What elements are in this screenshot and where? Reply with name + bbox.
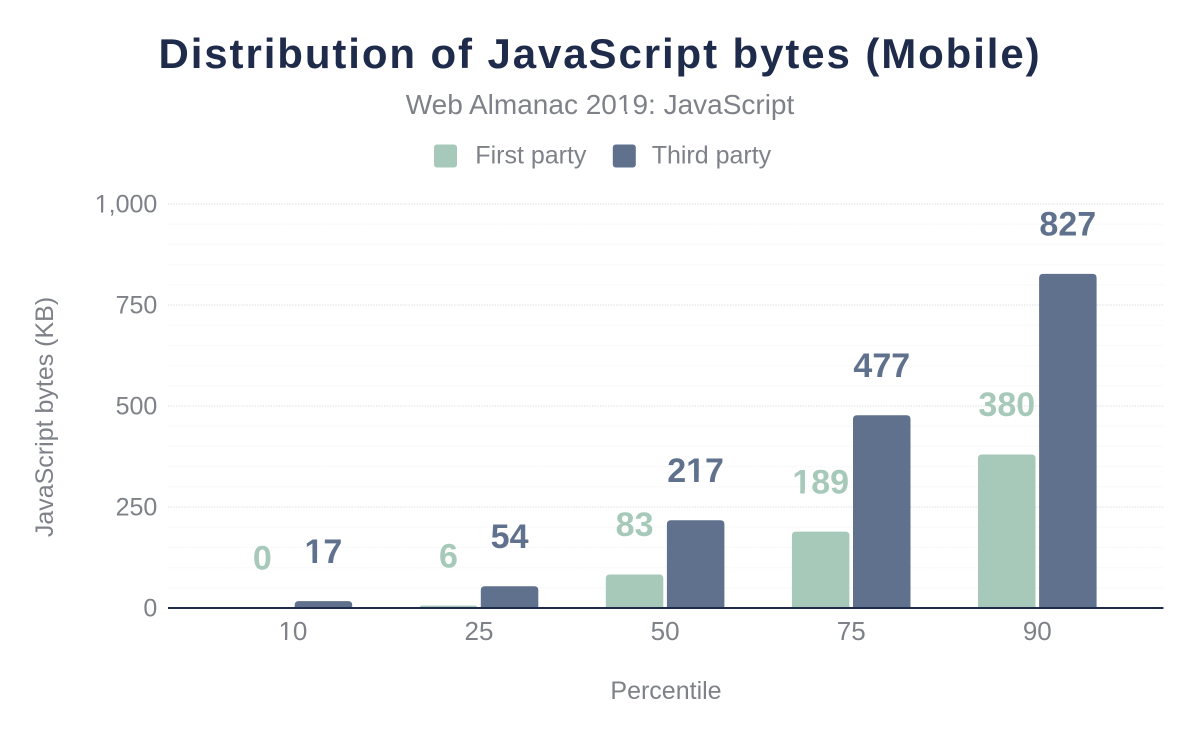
svg-text:0: 0 — [253, 540, 272, 578]
svg-text:380: 380 — [978, 386, 1035, 424]
svg-text:Web Almanac 2019: JavaScript: Web Almanac 2019: JavaScript — [406, 89, 795, 120]
svg-text:JavaScript bytes (KB): JavaScript bytes (KB) — [31, 297, 59, 537]
svg-text:827: 827 — [1039, 206, 1096, 244]
svg-text:83: 83 — [616, 506, 654, 544]
svg-text:75: 75 — [837, 616, 866, 646]
svg-text:Distribution of JavaScript byt: Distribution of JavaScript bytes (Mobile… — [159, 30, 1042, 77]
svg-text:First party: First party — [475, 141, 587, 169]
svg-text:54: 54 — [491, 518, 529, 556]
svg-text:250: 250 — [116, 494, 158, 522]
svg-text:Percentile: Percentile — [610, 677, 721, 705]
svg-text:50: 50 — [651, 616, 680, 646]
svg-text:189: 189 — [792, 463, 849, 501]
svg-text:1,000: 1,000 — [95, 191, 158, 219]
svg-text:750: 750 — [116, 292, 158, 320]
svg-text:6: 6 — [439, 537, 458, 575]
svg-text:0: 0 — [143, 595, 157, 623]
svg-text:25: 25 — [465, 616, 494, 646]
svg-text:Third party: Third party — [652, 141, 772, 169]
svg-text:217: 217 — [667, 452, 724, 490]
svg-text:90: 90 — [1023, 616, 1052, 646]
svg-text:477: 477 — [853, 347, 910, 385]
svg-text:500: 500 — [116, 393, 158, 421]
svg-text:17: 17 — [304, 533, 342, 571]
